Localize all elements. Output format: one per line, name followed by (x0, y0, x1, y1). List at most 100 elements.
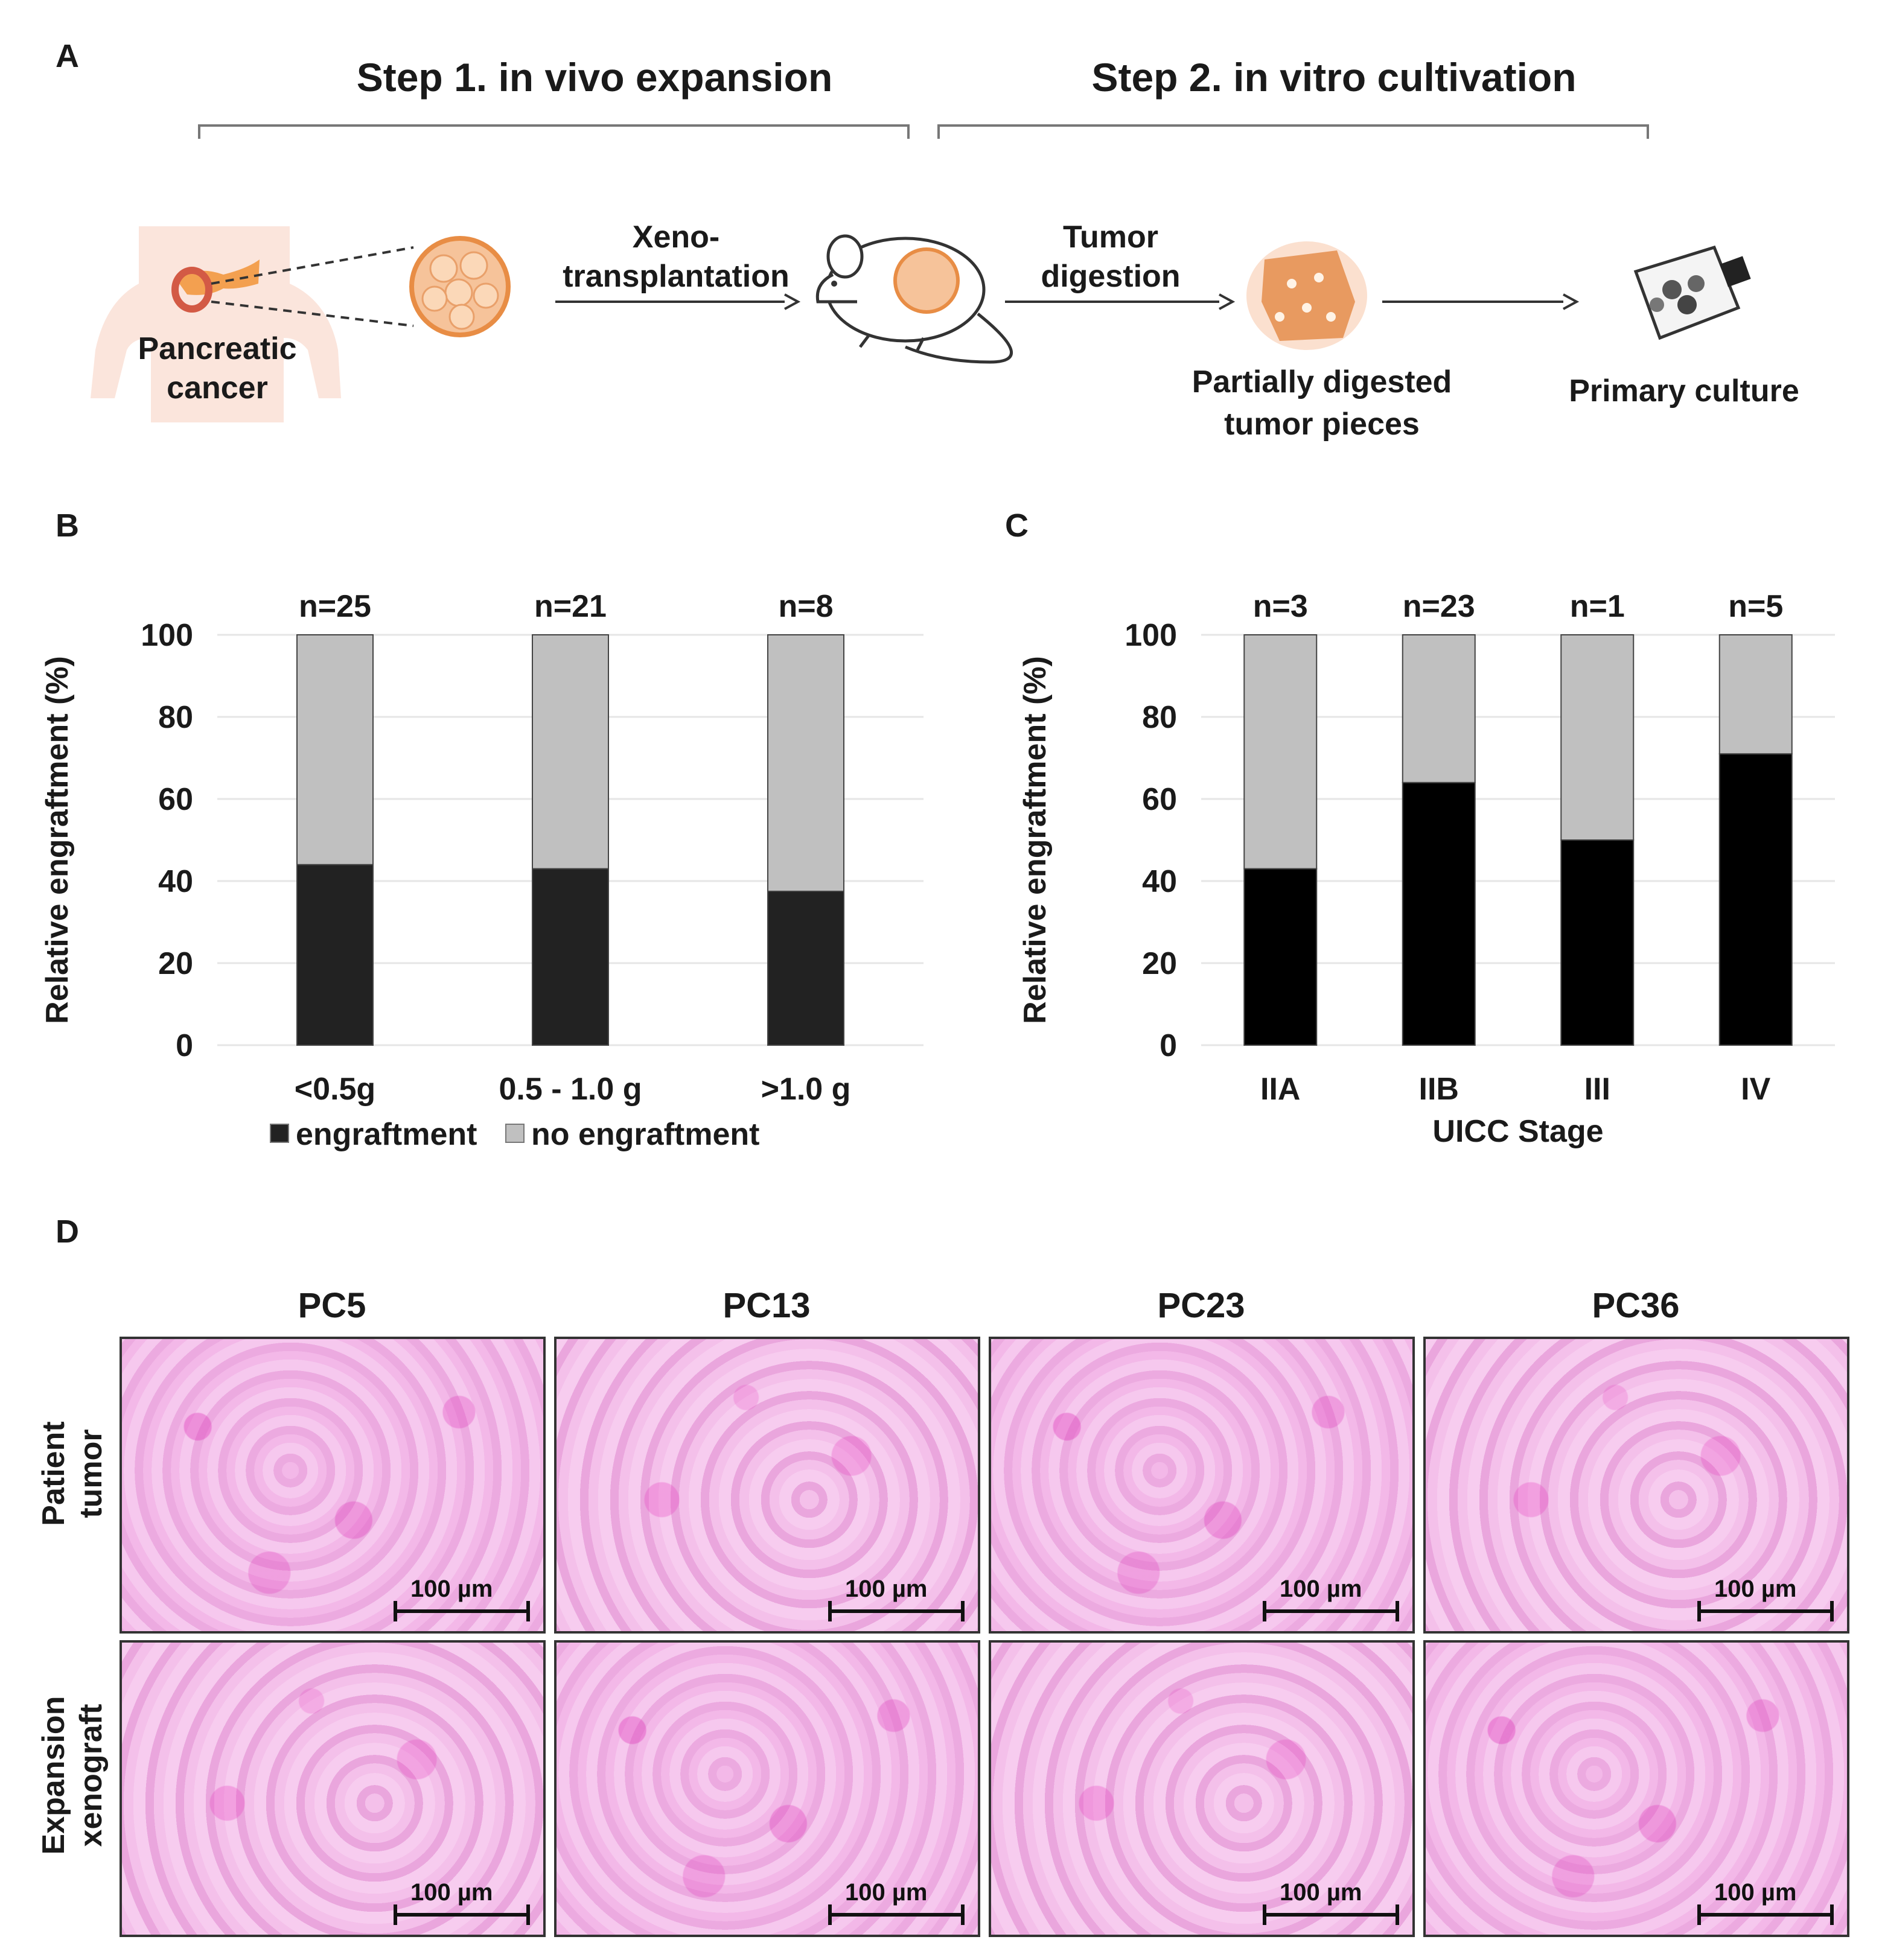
scale-bar (1263, 1601, 1399, 1621)
bar-segment (532, 634, 609, 870)
row1-line1: Patient (36, 1421, 71, 1526)
chart-c: 0 20 40 60 80 100 Relative engraftment (%) n=3 I… (1018, 589, 1835, 1149)
scale-label: 100 µm (410, 1879, 493, 1906)
scale-bar (828, 1601, 965, 1621)
bar-segment (767, 634, 844, 892)
y-tick-label: 0 (176, 1028, 193, 1063)
digested-label-line1: Partially digested (1192, 364, 1452, 399)
histology-image-patient-pc13: 100 µm (554, 1337, 980, 1634)
step2-title: Step 2. in vitro cultivation (1091, 55, 1577, 100)
scale-bar (394, 1904, 530, 1925)
x-tick-label: IIB (1419, 1072, 1459, 1107)
x-tick-label: 0.5 - 1.0 g (499, 1072, 642, 1107)
scale-label: 100 µm (1280, 1879, 1362, 1906)
count-label: n=5 (1728, 589, 1783, 624)
step1-bracket (198, 124, 910, 139)
row-label-patient-tumor: Patient tumor (35, 1371, 110, 1576)
panel-label-b: B (56, 508, 79, 544)
y-tick-label: 100 (141, 618, 193, 653)
histology-image-xenograft-pc13: 100 µm (554, 1640, 980, 1937)
x-tick-label: >1.0 g (761, 1072, 851, 1107)
x-tick-label: IV (1741, 1072, 1770, 1107)
patient-label-line1: Pancreatic (138, 331, 297, 366)
culture-label: Primary culture (1569, 374, 1799, 409)
scale-bar (1697, 1904, 1834, 1925)
row-label-expansion-xenograft: Expansion xenograft (35, 1673, 110, 1878)
bar-segment (1718, 634, 1793, 755)
bar-segment (296, 634, 374, 865)
bar-segment (296, 864, 374, 1046)
count-label: n=23 (1403, 589, 1475, 624)
count-label: n=3 (1253, 589, 1308, 624)
step1-title: Step 1. in vivo expansion (356, 55, 833, 100)
patient-body-icon (91, 226, 341, 422)
bar-segment (1402, 781, 1476, 1046)
arrow1-label-line2: transplantation (563, 259, 790, 294)
hist-col-title: PC23 (1157, 1286, 1245, 1325)
y-tick-label: 60 (1142, 782, 1177, 817)
arrow2-label-line2: digestion (1041, 259, 1181, 294)
bar-segment (1402, 634, 1476, 783)
x-tick-label: IIA (1260, 1072, 1300, 1107)
histology-image-patient-pc23: 100 µm (989, 1337, 1415, 1634)
legend-swatch (270, 1124, 289, 1143)
legend-label: engraftment (296, 1117, 477, 1152)
arrow2-label-line1: Tumor (1063, 220, 1158, 255)
legend-swatch (505, 1124, 525, 1143)
x-tick-label: III (1584, 1072, 1610, 1107)
count-label: n=21 (534, 589, 607, 624)
y-tick-label: 20 (1142, 946, 1177, 981)
bar-segment (767, 891, 844, 1046)
chart-b: 0 20 40 60 80 100 Relative engraftment (%) n=25… (40, 589, 924, 1152)
y-axis-label: Relative engraftment (%) (40, 656, 75, 1024)
y-tick-label: 80 (1142, 700, 1177, 735)
step2-bracket (937, 124, 1649, 139)
count-label: n=25 (299, 589, 371, 624)
y-tick-label: 80 (158, 700, 193, 735)
row1-line2: tumor (74, 1429, 109, 1518)
scale-bar (828, 1904, 965, 1925)
y-axis-label: Relative engraftment (%) (1018, 656, 1053, 1024)
digested-tumor-icon (1246, 241, 1367, 350)
culture-flask-icon (1633, 245, 1751, 340)
y-tick-label: 40 (1142, 864, 1177, 899)
bar-segment (1718, 753, 1793, 1046)
histology-image-patient-pc5: 100 µm (120, 1337, 546, 1634)
count-label: n=8 (778, 589, 833, 624)
x-tick-label: <0.5g (295, 1072, 375, 1107)
legend-label: no engraftment (531, 1117, 759, 1152)
bar-segment (1243, 868, 1318, 1046)
tumor-icon (409, 236, 511, 337)
row2-line1: Expansion (36, 1696, 71, 1855)
scale-bar (1697, 1601, 1834, 1621)
y-tick-label: 0 (1160, 1028, 1177, 1063)
arrow1-label-line1: Xeno- (632, 220, 720, 255)
scale-label: 100 µm (410, 1576, 493, 1602)
scale-label: 100 µm (1280, 1576, 1362, 1602)
y-tick-label: 60 (158, 782, 193, 817)
histology-image-xenograft-pc23: 100 µm (989, 1640, 1415, 1937)
scale-bar (1263, 1904, 1399, 1925)
scale-label: 100 µm (845, 1576, 928, 1602)
patient-label-line2: cancer (167, 371, 268, 406)
histology-image-patient-pc36: 100 µm (1423, 1337, 1849, 1634)
hist-col-title: PC36 (1592, 1286, 1680, 1325)
bar-segment (1560, 634, 1635, 841)
row2-line2: xenograft (74, 1704, 109, 1847)
digested-label-line2: tumor pieces (1224, 407, 1420, 442)
hist-col-title: PC13 (723, 1286, 811, 1325)
y-tick-label: 20 (158, 946, 193, 981)
panel-label-d: D (56, 1214, 79, 1250)
panel-label-c: C (1005, 508, 1029, 544)
scale-label: 100 µm (1714, 1879, 1797, 1906)
y-tick-label: 40 (158, 864, 193, 899)
bar-segment (1560, 839, 1635, 1046)
y-tick-label: 100 (1125, 618, 1177, 653)
bar-segment (532, 868, 609, 1046)
scale-label: 100 µm (1714, 1576, 1797, 1602)
panel-label-a: A (56, 38, 79, 74)
count-label: n=1 (1570, 589, 1625, 624)
x-axis-label: UICC Stage (1432, 1114, 1603, 1149)
histology-image-xenograft-pc36: 100 µm (1423, 1640, 1849, 1937)
mouse-icon (815, 234, 1013, 364)
